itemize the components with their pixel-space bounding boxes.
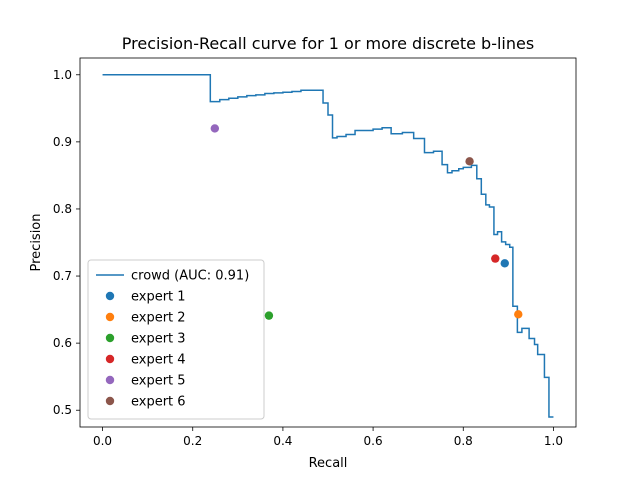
legend-label: expert 2 [131, 311, 186, 326]
axes-frame [79, 57, 577, 428]
x-tick-label: 0.0 [93, 434, 112, 448]
x-tick-label: 0.2 [183, 434, 202, 448]
expert-3-point [264, 311, 274, 320]
legend-marker-swatch [105, 396, 115, 406]
expert-4-point [491, 254, 500, 263]
legend-marker-swatch [105, 333, 115, 343]
y-tick-label: 0.6 [53, 336, 72, 350]
legend-box [87, 259, 265, 420]
y-tick-label: 0.8 [53, 202, 72, 216]
legend-label: expert 6 [131, 395, 186, 410]
legend-marker-swatch [105, 291, 115, 301]
legend-label: crowd (AUC: 0.91) [131, 269, 249, 284]
legend-label: expert 4 [131, 353, 186, 368]
legend-label: expert 3 [131, 332, 186, 347]
legend-label: expert 1 [131, 290, 186, 305]
legend-marker-swatch [105, 312, 115, 322]
y-tick-label: 0.7 [53, 269, 72, 283]
legend: crowd (AUC: 0.91) expert 1 expert 2 expert … [87, 259, 265, 420]
expert-6-point [465, 157, 474, 166]
legend-label: expert 5 [131, 374, 186, 389]
legend-marker-swatch [105, 375, 115, 385]
y-tick-label: 0.5 [53, 403, 72, 417]
chart-title: Precision-Recall curve for 1 or more dis… [122, 34, 534, 53]
x-axis-label: Recall [309, 456, 348, 471]
x-tick-label: 0.8 [454, 434, 473, 448]
axis-ticks: 0.0 0.2 0.4 0.6 0.8 1.0 0.5 0.6 0.7 0.8 0.9 1.0 [53, 68, 563, 448]
y-tick-label: 1.0 [53, 68, 72, 82]
crowd-curve-line [102, 74, 554, 418]
expert-1-point [500, 259, 509, 268]
x-tick-label: 0.6 [364, 434, 383, 448]
x-tick-label: 1.0 [544, 434, 563, 448]
expert-5-point [210, 124, 220, 133]
plot-area [102, 74, 554, 418]
y-tick-label: 0.9 [53, 135, 72, 149]
expert-2-point [514, 310, 523, 319]
x-tick-label: 0.4 [273, 434, 292, 448]
y-axis-label: Precision [29, 213, 44, 271]
legend-marker-swatch [105, 354, 115, 364]
